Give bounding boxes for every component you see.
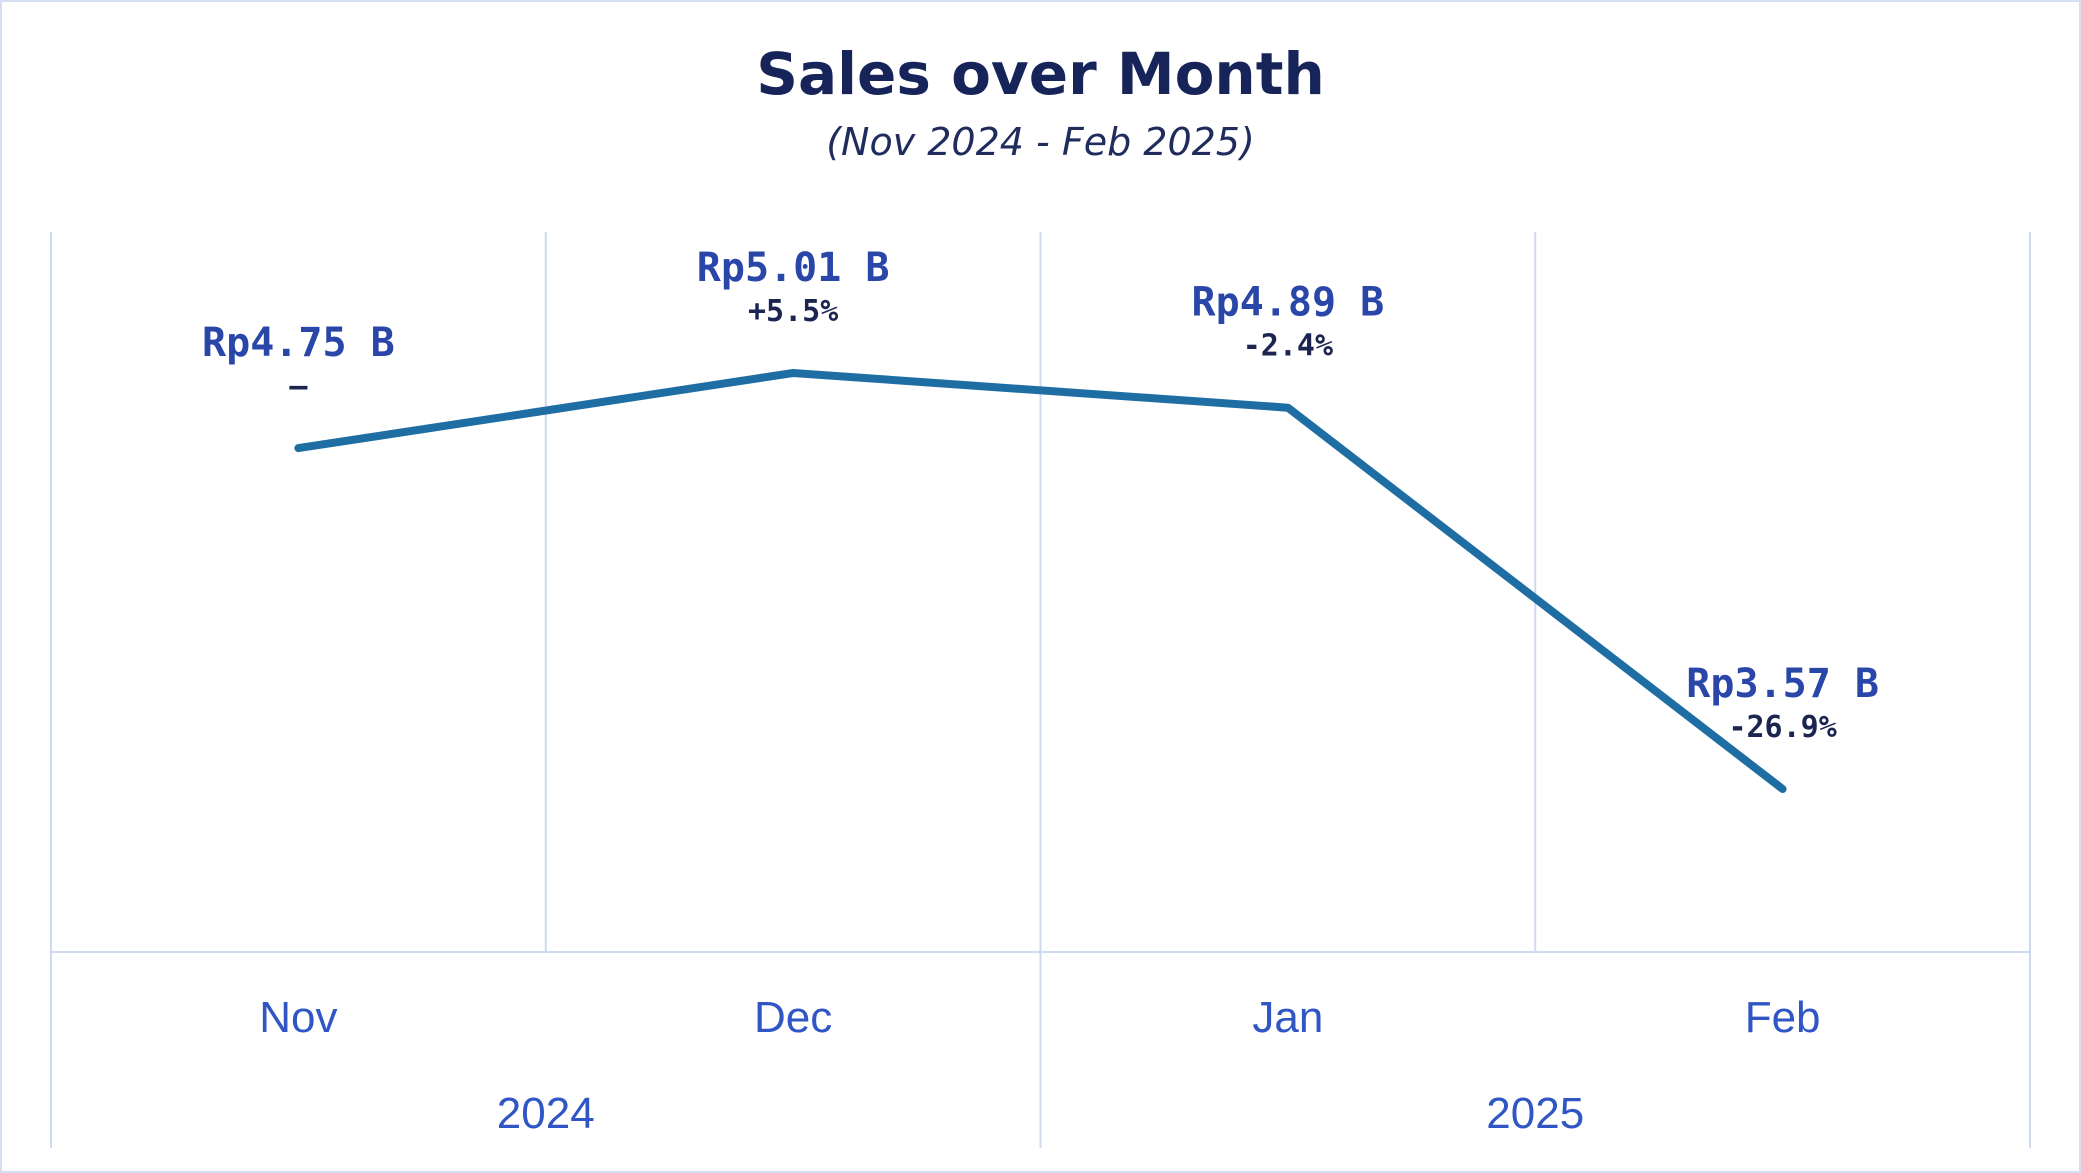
x-tick-label-year: 2025 [1486, 1089, 1584, 1138]
x-tick-label-year: 2024 [497, 1089, 595, 1138]
data-label-value: Rp4.75 B [202, 320, 395, 366]
x-tick-label-month: Nov [259, 993, 337, 1042]
data-label-change: -2.4% [1243, 329, 1333, 364]
series-line [294, 369, 1787, 793]
data-label-value: Rp5.01 B [697, 245, 890, 291]
x-tick-label-month: Dec [754, 993, 832, 1042]
data-label-change: -26.9% [1728, 710, 1836, 745]
data-label-value: Rp3.57 B [1686, 661, 1879, 707]
x-tick-label-month: Jan [1252, 993, 1323, 1042]
chart-subtitle: (Nov 2024 - Feb 2025) [826, 120, 1255, 164]
data-label-change: +5.5% [748, 294, 838, 329]
data-label-change: – [289, 369, 308, 404]
chart-title: Sales over Month [756, 40, 1325, 108]
data-label-value: Rp4.89 B [1192, 280, 1385, 326]
x-tick-label-month: Feb [1745, 993, 1821, 1042]
